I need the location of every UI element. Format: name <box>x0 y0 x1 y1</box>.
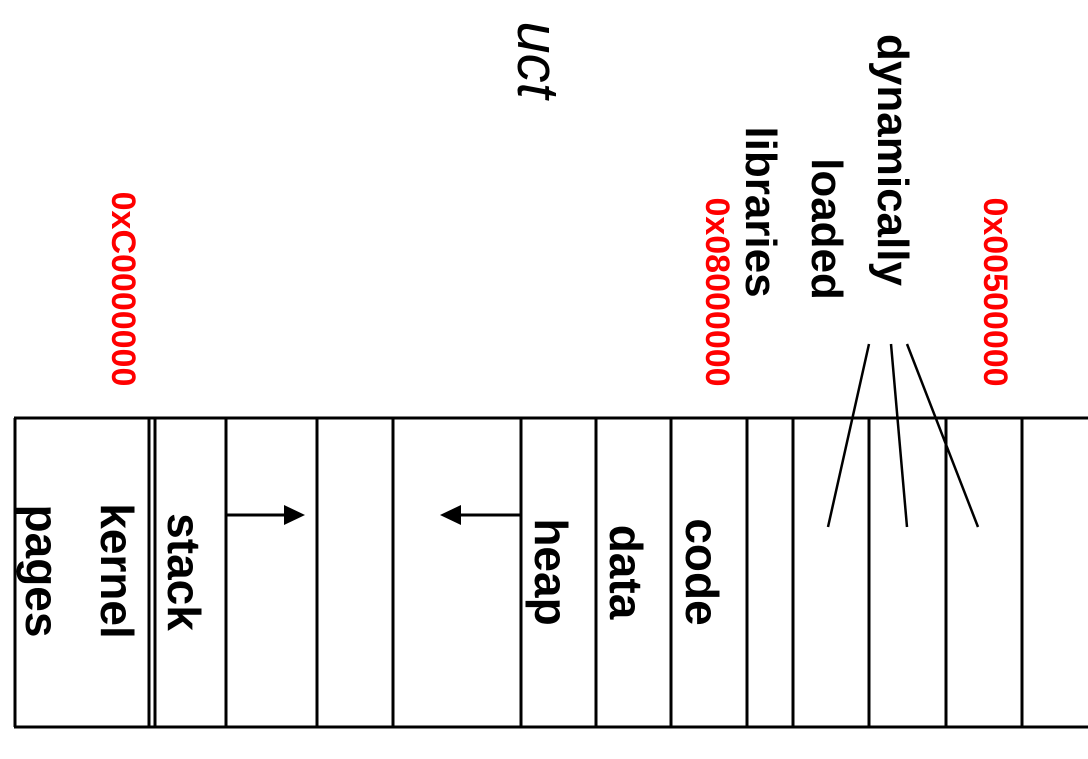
address-code-base: 0x08000000 <box>698 197 736 386</box>
address-lib-base: 0x00500000 <box>976 197 1014 386</box>
kernel-pages-label: kernel pages <box>16 503 143 639</box>
kernel-label-line-2: pages <box>16 505 68 638</box>
libraries-label-line-3: libraries <box>736 126 785 297</box>
code-label: code <box>676 518 728 625</box>
stack-growth-arrow <box>226 505 305 525</box>
kernel-label-line-1: kernel <box>91 503 143 639</box>
heap-label: heap <box>525 518 577 625</box>
pointer-line <box>905 343 980 528</box>
libraries-label-line-1: dynamically <box>868 34 917 286</box>
pointer-line <box>826 343 871 528</box>
library-pointer-lines <box>826 343 980 528</box>
libraries-label-line-2: loaded <box>802 158 851 300</box>
address-kernel-base: 0xC0000000 <box>104 192 142 387</box>
diagram-title-fragment: uct <box>505 21 570 101</box>
pointer-line <box>889 343 909 528</box>
stack-label: stack <box>158 513 210 631</box>
libraries-label: dynamically loaded libraries <box>736 34 917 300</box>
heap-growth-arrow <box>440 505 521 525</box>
data-label: data <box>600 525 652 620</box>
memory-bar <box>13 416 1088 729</box>
